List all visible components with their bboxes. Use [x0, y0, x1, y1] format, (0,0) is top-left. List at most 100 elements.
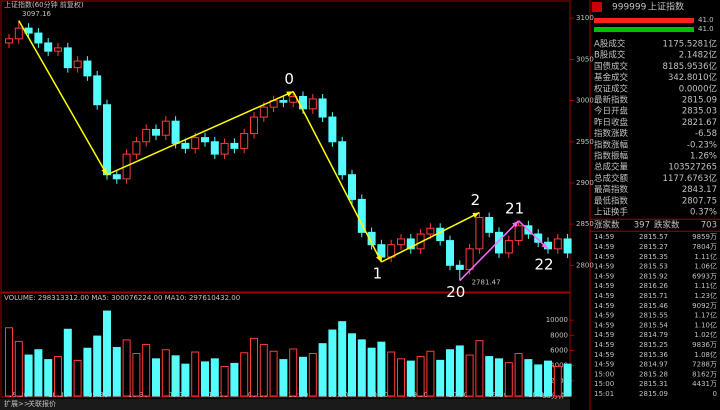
- ratio-bar-top: [594, 18, 694, 23]
- trend-arrow: [518, 220, 549, 250]
- annotation: 2: [471, 191, 481, 209]
- quote-value: 342.8010亿: [668, 72, 717, 83]
- trade-volume: 1.02亿: [694, 330, 717, 339]
- candle-body: [44, 42, 53, 52]
- candle-body: [34, 32, 43, 44]
- y-tick-label: 2800: [576, 261, 594, 269]
- quote-label: 总成交额: [594, 173, 629, 184]
- trade-price: 2816.26: [639, 282, 668, 290]
- candle-body: [210, 141, 219, 155]
- candle-body: [338, 141, 347, 176]
- trade-price: 2815.09: [639, 390, 668, 398]
- y-tick-label: 3100: [576, 14, 594, 22]
- count-label: 涨家数: [594, 220, 620, 231]
- trade-time: 14:59: [594, 302, 614, 310]
- candle-body: [279, 100, 288, 103]
- trade-time: 14:59: [594, 321, 614, 329]
- volume-bar: [44, 359, 53, 397]
- trade-volume: 7288万: [692, 361, 717, 369]
- volume-bar: [54, 356, 62, 397]
- trade-time: 14:59: [594, 331, 614, 339]
- volume-bar: [73, 359, 82, 397]
- trade-time: 14:59: [594, 351, 614, 359]
- v-tick-label: 8000: [550, 331, 568, 339]
- footer-tab[interactable]: 扩展>>: [4, 399, 30, 408]
- trade-time: 14:59: [594, 243, 614, 251]
- trend-arrow: [106, 90, 294, 176]
- candle-body: [563, 238, 572, 254]
- quote-label: 指数振幅: [594, 151, 629, 162]
- volume-bar: [534, 364, 543, 397]
- trade-price: 2815.53: [639, 263, 668, 271]
- quote-value: 2835.03: [682, 107, 717, 117]
- annotation: 21: [505, 199, 524, 217]
- trade-price: 2815.27: [639, 243, 668, 251]
- ratio-bottom: 41.0: [698, 25, 714, 33]
- footer-tab[interactable]: 关联报价: [28, 399, 56, 408]
- volume-bar: [142, 343, 151, 397]
- candle-body: [181, 142, 190, 149]
- quote-label: 权证成交: [594, 83, 629, 94]
- trend-arrow: [292, 91, 383, 263]
- volume-bar: [387, 351, 396, 397]
- low-label: 2781.47: [472, 279, 501, 287]
- trade-time: 15:01: [594, 390, 614, 398]
- trend-arrow: [18, 20, 108, 176]
- volume-bar: [514, 353, 523, 397]
- y-tick-label: 2900: [576, 179, 594, 187]
- volume-bar: [397, 358, 405, 397]
- trade-volume: 9859万: [692, 233, 717, 241]
- volume-bar: [338, 321, 347, 397]
- candle-body: [426, 227, 435, 235]
- quote-value: 0.0000亿: [679, 83, 717, 94]
- trade-time: 14:59: [594, 361, 614, 369]
- volume-bar: [210, 358, 219, 397]
- volume-bar: [406, 360, 415, 397]
- trade-price: 2815.36: [639, 351, 668, 359]
- volume-bar: [289, 348, 298, 397]
- annotation: 22: [534, 255, 553, 273]
- v-tick-label: 6000: [550, 347, 568, 355]
- volume-bar: [426, 350, 435, 397]
- trade-volume: 1.10亿: [694, 320, 717, 329]
- quote-value: 2815.09: [682, 96, 717, 106]
- trade-price: 2815.55: [639, 312, 668, 320]
- volume-bar: [348, 333, 356, 397]
- candle-body: [495, 231, 503, 254]
- volume-bar: [240, 352, 249, 397]
- quote-value: 1177.6763亿: [663, 173, 717, 184]
- arrow-head: [376, 255, 382, 262]
- volume-bar: [308, 353, 317, 397]
- volume-bar: [328, 329, 337, 397]
- trade-time: 14:59: [594, 341, 614, 349]
- ratio-top: 41.0: [698, 16, 714, 24]
- volume-bar: [112, 346, 121, 397]
- trade-volume: 9836万: [692, 341, 717, 349]
- trade-price: 2815.54: [639, 321, 668, 329]
- high-label: 3097.16: [22, 10, 51, 18]
- x-tick-label: 09:30: [248, 391, 268, 399]
- volume-bar: [201, 361, 209, 397]
- volume-bar: [103, 310, 111, 397]
- count-label: 跌家数: [654, 220, 680, 231]
- arrow-head: [512, 220, 519, 228]
- quote-label: 今日开盘: [594, 106, 629, 117]
- volume-bar: [230, 362, 239, 397]
- volume-bar: [465, 354, 474, 397]
- annotation: 1: [373, 265, 383, 283]
- quote-value: 2807.75: [682, 196, 717, 206]
- volume-bar: [299, 356, 307, 397]
- candle-body: [142, 128, 151, 143]
- volume-bar: [83, 347, 92, 397]
- volume-bar: [132, 353, 141, 397]
- volume-bar: [5, 327, 13, 397]
- trade-price: 2815.35: [639, 253, 668, 261]
- candle-body: [5, 38, 13, 44]
- trade-time: 15:00: [594, 380, 614, 388]
- quote-value: 1.26%: [690, 152, 717, 162]
- quote-value: 0.37%: [690, 208, 717, 218]
- ratio-bar-bottom: [594, 27, 694, 32]
- quote-code: 999999: [612, 3, 647, 13]
- candle-body: [250, 116, 258, 135]
- candle-body: [152, 128, 160, 136]
